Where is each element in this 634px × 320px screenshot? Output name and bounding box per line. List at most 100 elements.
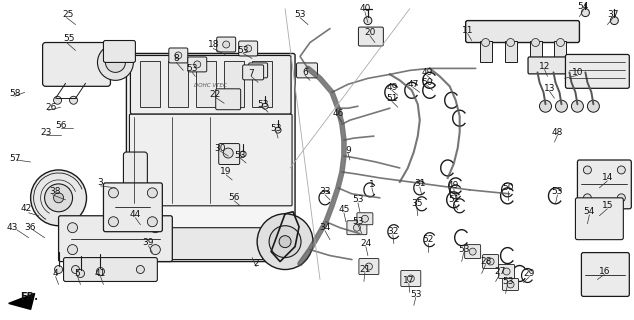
Text: 53: 53 bbox=[410, 290, 422, 299]
Text: 34: 34 bbox=[320, 223, 331, 232]
Text: 53: 53 bbox=[552, 188, 563, 196]
FancyBboxPatch shape bbox=[357, 213, 373, 225]
Text: 3: 3 bbox=[98, 179, 103, 188]
Text: 4: 4 bbox=[53, 269, 58, 278]
Circle shape bbox=[77, 269, 84, 277]
Circle shape bbox=[96, 268, 105, 276]
Text: 21: 21 bbox=[359, 265, 371, 274]
Text: 38: 38 bbox=[49, 188, 60, 196]
FancyBboxPatch shape bbox=[63, 258, 157, 282]
Text: 19: 19 bbox=[221, 167, 232, 176]
Text: 57: 57 bbox=[9, 154, 20, 163]
Text: 47: 47 bbox=[407, 80, 418, 89]
Text: 5: 5 bbox=[75, 269, 81, 278]
Text: 52: 52 bbox=[422, 235, 434, 244]
FancyBboxPatch shape bbox=[578, 160, 631, 209]
Circle shape bbox=[583, 194, 592, 202]
Text: 56: 56 bbox=[228, 193, 240, 202]
Circle shape bbox=[557, 38, 564, 46]
Text: 33: 33 bbox=[320, 188, 331, 196]
FancyBboxPatch shape bbox=[581, 252, 630, 296]
Circle shape bbox=[503, 268, 510, 275]
Text: 51: 51 bbox=[448, 195, 460, 204]
Text: 50: 50 bbox=[502, 183, 514, 192]
Bar bbox=[224, 61, 244, 107]
FancyBboxPatch shape bbox=[58, 216, 172, 261]
Text: 32: 32 bbox=[387, 227, 399, 236]
FancyBboxPatch shape bbox=[217, 37, 236, 52]
Text: 23: 23 bbox=[40, 128, 51, 137]
Text: 49: 49 bbox=[448, 181, 460, 190]
Circle shape bbox=[147, 217, 157, 227]
Text: 50: 50 bbox=[421, 78, 432, 87]
Text: 40: 40 bbox=[359, 4, 371, 13]
Text: 13: 13 bbox=[544, 84, 555, 93]
Text: 53: 53 bbox=[270, 124, 282, 132]
Circle shape bbox=[68, 244, 77, 255]
FancyBboxPatch shape bbox=[238, 41, 257, 56]
Bar bbox=[168, 61, 188, 107]
FancyBboxPatch shape bbox=[103, 183, 162, 232]
Text: 58: 58 bbox=[9, 89, 20, 98]
Text: 37: 37 bbox=[607, 10, 619, 19]
FancyBboxPatch shape bbox=[124, 152, 147, 228]
Text: 27: 27 bbox=[494, 267, 505, 276]
Text: 35: 35 bbox=[411, 199, 422, 208]
Text: 41: 41 bbox=[95, 269, 106, 278]
Text: FR.: FR. bbox=[20, 292, 37, 302]
Circle shape bbox=[353, 224, 360, 231]
FancyBboxPatch shape bbox=[482, 255, 498, 268]
Text: 24: 24 bbox=[360, 239, 372, 248]
Text: 54: 54 bbox=[578, 2, 589, 11]
Text: 39: 39 bbox=[143, 238, 154, 247]
Text: 36: 36 bbox=[24, 223, 36, 232]
FancyBboxPatch shape bbox=[126, 53, 295, 261]
FancyBboxPatch shape bbox=[169, 48, 188, 63]
Circle shape bbox=[618, 166, 625, 174]
Circle shape bbox=[507, 38, 515, 46]
Circle shape bbox=[275, 127, 281, 133]
FancyBboxPatch shape bbox=[134, 228, 287, 260]
FancyBboxPatch shape bbox=[103, 41, 136, 62]
FancyBboxPatch shape bbox=[401, 270, 421, 286]
Text: 53: 53 bbox=[502, 277, 514, 286]
Circle shape bbox=[482, 38, 489, 46]
Text: 53: 53 bbox=[235, 150, 246, 160]
Circle shape bbox=[257, 214, 313, 269]
Text: 8: 8 bbox=[174, 54, 179, 63]
Circle shape bbox=[507, 281, 514, 288]
Text: 1: 1 bbox=[369, 180, 375, 189]
Circle shape bbox=[136, 266, 145, 274]
Text: 18: 18 bbox=[207, 40, 219, 49]
Circle shape bbox=[68, 223, 77, 233]
Circle shape bbox=[150, 244, 160, 255]
Text: 51: 51 bbox=[386, 94, 398, 103]
Text: 11: 11 bbox=[462, 26, 474, 35]
FancyBboxPatch shape bbox=[359, 259, 379, 275]
Circle shape bbox=[269, 226, 301, 258]
Circle shape bbox=[175, 52, 182, 59]
Circle shape bbox=[54, 193, 63, 203]
Circle shape bbox=[540, 100, 552, 112]
Text: 2: 2 bbox=[254, 259, 259, 268]
Text: 53: 53 bbox=[294, 10, 306, 19]
FancyBboxPatch shape bbox=[129, 114, 292, 206]
Text: 29: 29 bbox=[524, 269, 535, 278]
Text: 20: 20 bbox=[364, 28, 375, 37]
Circle shape bbox=[364, 17, 372, 25]
Text: 42: 42 bbox=[21, 204, 32, 213]
Circle shape bbox=[70, 96, 77, 104]
Circle shape bbox=[240, 151, 246, 157]
Circle shape bbox=[571, 100, 583, 112]
FancyBboxPatch shape bbox=[503, 278, 519, 291]
Bar bbox=[505, 41, 517, 62]
FancyBboxPatch shape bbox=[219, 144, 240, 164]
Circle shape bbox=[588, 100, 599, 112]
Text: 25: 25 bbox=[63, 10, 74, 19]
Circle shape bbox=[55, 266, 63, 274]
Circle shape bbox=[98, 44, 133, 80]
Bar bbox=[480, 41, 491, 62]
Circle shape bbox=[618, 194, 625, 202]
Circle shape bbox=[583, 166, 592, 174]
Circle shape bbox=[487, 258, 494, 265]
